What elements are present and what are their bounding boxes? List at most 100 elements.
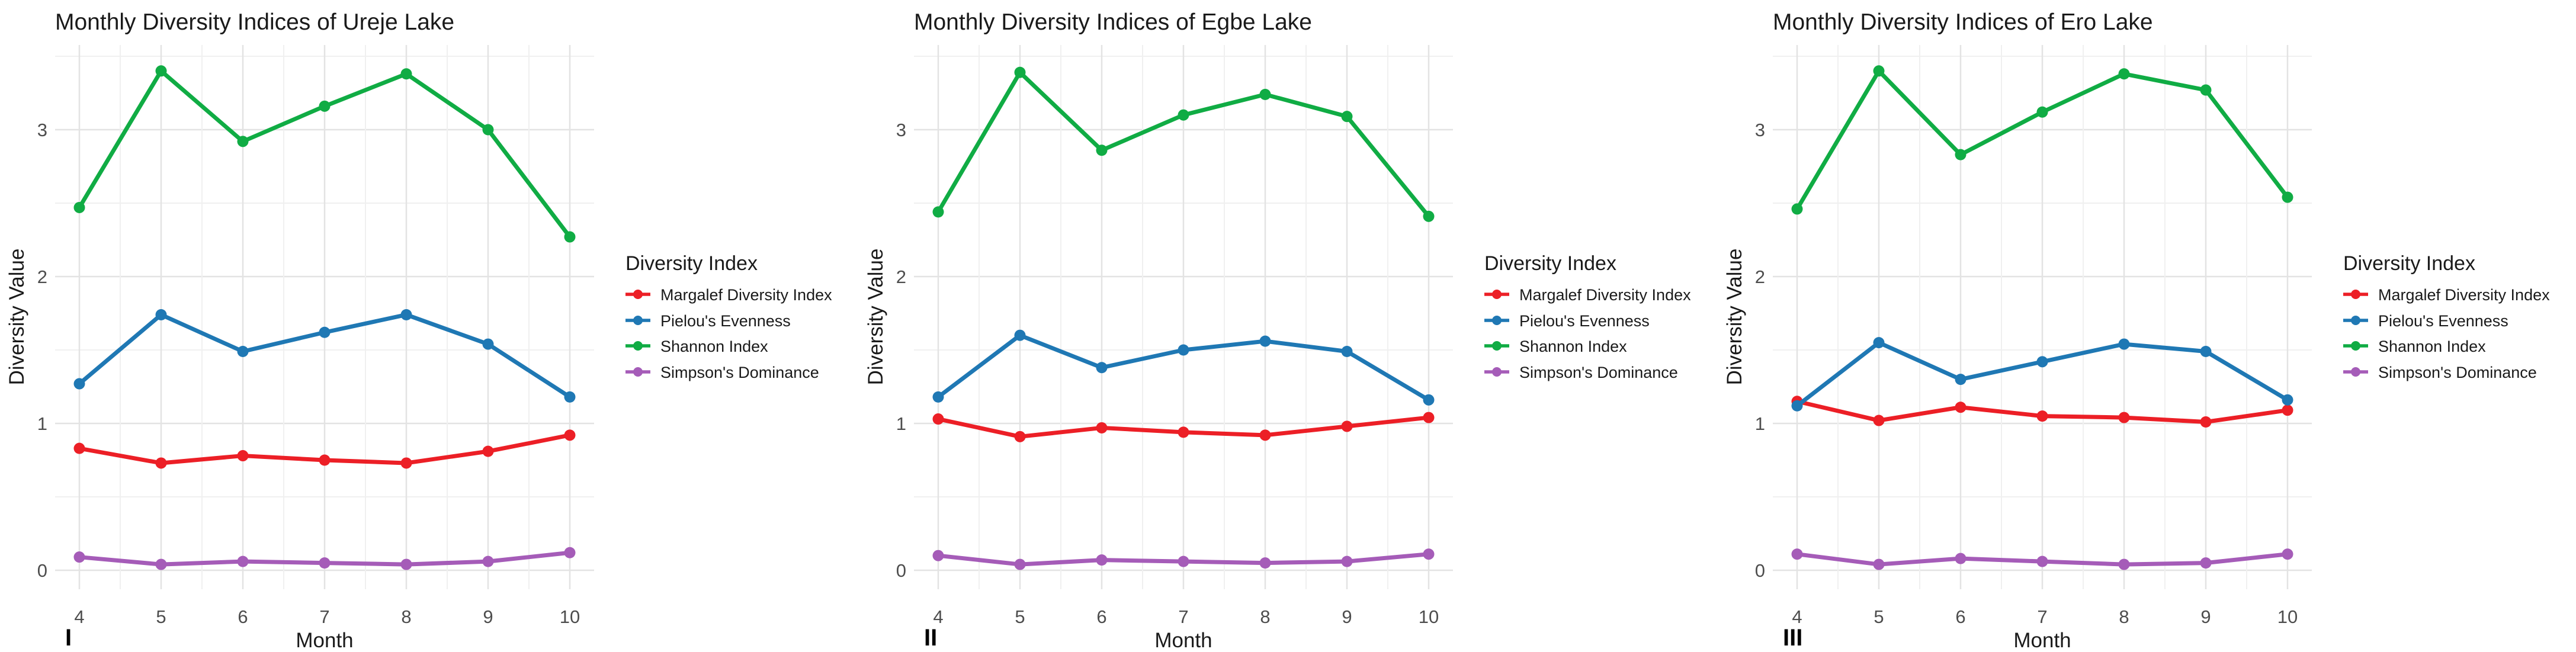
legend-key-point-shannon xyxy=(2351,341,2360,351)
data-point-margalef-month-9 xyxy=(1341,420,1353,432)
x-tick-label: 9 xyxy=(2200,606,2211,627)
data-point-shannon-month-9 xyxy=(482,124,494,136)
y-tick-label: 0 xyxy=(37,560,47,581)
data-point-margalef-month-7 xyxy=(2036,410,2048,422)
legend-key-point-simpson xyxy=(633,367,643,377)
chart-panel-ureje-lake: 0 1 2 3 4 5 6 7 8 9 10 Monthly Diversity Indices of… xyxy=(0,0,859,652)
chart-panel-ero-lake: 0 1 2 3 4 5 6 7 8 9 10 Monthly Diversity Indices of… xyxy=(1718,0,2576,652)
data-point-simpson-month-10 xyxy=(2282,548,2293,560)
legend-item-label: Pielou's Evenness xyxy=(1519,312,1650,330)
panel-numeral: III xyxy=(1783,625,1802,651)
x-tick-label: 7 xyxy=(319,606,329,627)
data-point-shannon-month-10 xyxy=(1423,210,1435,222)
data-point-simpson-month-6 xyxy=(237,555,249,567)
legend-key-point-pielou xyxy=(2351,316,2360,325)
data-point-shannon-month-7 xyxy=(1178,109,1189,121)
data-point-pielou-month-6 xyxy=(237,345,249,357)
data-point-pielou-month-6 xyxy=(1096,362,1108,374)
x-tick-label: 7 xyxy=(1178,606,1188,627)
data-point-shannon-month-7 xyxy=(2036,106,2048,118)
data-point-simpson-month-5 xyxy=(155,558,167,570)
legend-item-label: Margalef Diversity Index xyxy=(660,286,832,304)
x-tick-label: 9 xyxy=(483,606,493,627)
chart-svg: 0 1 2 3 4 5 6 7 8 9 10 Monthly Diversity Indices of… xyxy=(864,9,1691,652)
data-point-pielou-month-8 xyxy=(400,309,412,320)
x-tick-label: 10 xyxy=(2277,606,2298,627)
y-axis-title: Diversity Value xyxy=(5,249,28,386)
plot-area xyxy=(1773,45,2312,589)
legend-key-point-pielou xyxy=(633,316,643,325)
data-point-simpson-month-10 xyxy=(1423,548,1435,560)
y-axis-title: Diversity Value xyxy=(1723,249,1746,386)
x-tick-label: 4 xyxy=(933,606,943,627)
data-point-pielou-month-5 xyxy=(1873,337,1885,349)
legend: Diversity Index Margalef Diversity Index P… xyxy=(2343,252,2550,381)
panel-numeral: I xyxy=(65,625,72,651)
data-point-margalef-month-9 xyxy=(2200,416,2212,428)
data-point-simpson-month-8 xyxy=(400,558,412,570)
legend-item-label: Simpson's Dominance xyxy=(1519,364,1678,381)
data-point-shannon-month-10 xyxy=(564,231,576,243)
data-point-shannon-month-4 xyxy=(1791,203,1803,215)
y-tick-label: 0 xyxy=(896,560,906,581)
data-point-margalef-month-5 xyxy=(1873,415,1885,426)
data-point-pielou-month-4 xyxy=(1791,400,1803,412)
data-point-simpson-month-5 xyxy=(1014,558,1026,570)
data-point-simpson-month-9 xyxy=(482,555,494,567)
x-tick-label: 10 xyxy=(560,606,580,627)
data-point-simpson-month-4 xyxy=(1791,548,1803,560)
data-point-shannon-month-7 xyxy=(319,100,331,112)
data-point-pielou-month-4 xyxy=(932,391,944,403)
data-point-simpson-month-9 xyxy=(1341,555,1353,567)
data-point-margalef-month-4 xyxy=(73,442,85,454)
data-point-simpson-month-6 xyxy=(1955,553,1967,564)
data-point-simpson-month-9 xyxy=(2200,557,2212,569)
data-point-shannon-month-6 xyxy=(237,136,249,147)
data-point-simpson-month-8 xyxy=(1259,557,1271,569)
chart-title: Monthly Diversity Indices of Ero Lake xyxy=(1773,9,2153,35)
x-tick-label: 5 xyxy=(1874,606,1884,627)
data-point-pielou-month-10 xyxy=(2282,394,2293,406)
data-point-shannon-month-4 xyxy=(932,206,944,218)
data-point-pielou-month-8 xyxy=(1259,335,1271,347)
legend-item-label: Simpson's Dominance xyxy=(660,364,819,381)
y-tick-label: 2 xyxy=(1755,266,1765,287)
x-tick-label: 6 xyxy=(238,606,248,627)
legend-key-point-pielou xyxy=(1492,316,1502,325)
data-point-margalef-month-5 xyxy=(155,457,167,469)
y-tick-label: 2 xyxy=(37,266,47,287)
x-axis-title: Month xyxy=(296,629,353,652)
data-point-margalef-month-10 xyxy=(1423,412,1435,423)
legend-key-point-margalef xyxy=(633,290,643,299)
x-tick-label: 7 xyxy=(2037,606,2047,627)
x-tick-label: 4 xyxy=(1792,606,1802,627)
data-point-pielou-month-5 xyxy=(155,309,167,320)
data-point-shannon-month-8 xyxy=(400,68,412,80)
data-point-margalef-month-7 xyxy=(1178,426,1189,438)
legend-item-label: Shannon Index xyxy=(660,338,768,355)
plot-area xyxy=(914,45,1453,589)
y-tick-label: 3 xyxy=(1755,120,1765,140)
x-tick-label: 8 xyxy=(2119,606,2129,627)
panel-numeral: II xyxy=(924,625,937,651)
x-tick-label: 9 xyxy=(1342,606,1352,627)
chart-title: Monthly Diversity Indices of Egbe Lake xyxy=(914,9,1312,35)
data-point-margalef-month-10 xyxy=(2282,404,2293,416)
data-point-pielou-month-7 xyxy=(2036,356,2048,368)
x-tick-label: 5 xyxy=(1015,606,1025,627)
legend: Diversity Index Margalef Diversity Index P… xyxy=(625,252,832,381)
legend: Diversity Index Margalef Diversity Index P… xyxy=(1484,252,1691,381)
legend-item-label: Shannon Index xyxy=(1519,338,1627,355)
data-point-margalef-month-8 xyxy=(400,457,412,469)
y-tick-label: 3 xyxy=(896,120,906,140)
legend-title: Diversity Index xyxy=(1484,252,1616,275)
y-tick-label: 2 xyxy=(896,266,906,287)
data-point-simpson-month-5 xyxy=(1873,558,1885,570)
data-point-margalef-month-10 xyxy=(564,429,576,441)
x-tick-label: 8 xyxy=(1260,606,1270,627)
data-point-pielou-month-6 xyxy=(1955,374,1967,386)
data-point-shannon-month-9 xyxy=(2200,84,2212,96)
data-point-margalef-month-8 xyxy=(2118,412,2130,423)
data-point-shannon-month-8 xyxy=(2118,68,2130,80)
